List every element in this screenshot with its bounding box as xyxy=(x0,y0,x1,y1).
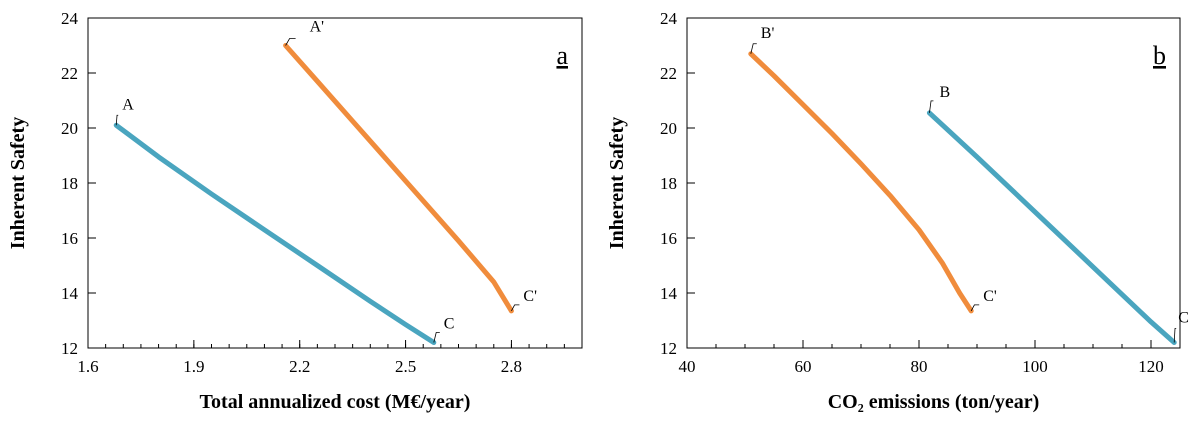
data-point xyxy=(157,156,160,158)
data-point xyxy=(1092,266,1094,268)
point-label: C xyxy=(444,316,455,333)
chart-panel-a: 1.6 1.9 2.2 2.5 2.8 12 14 16 18 20 22 24 Total annua… xyxy=(7,9,583,413)
point-label: A xyxy=(122,96,134,113)
y-tick-label: 12 xyxy=(61,339,78,358)
point-label: C' xyxy=(523,288,537,305)
data-point xyxy=(860,162,862,165)
point-label: A' xyxy=(310,19,325,36)
data-point xyxy=(976,156,978,158)
data-point xyxy=(316,80,319,83)
panel-letter: b xyxy=(1153,41,1166,70)
y-tick-label: 22 xyxy=(660,64,677,83)
series-line-2 xyxy=(283,43,514,314)
x-tick-label: 1.9 xyxy=(183,357,204,376)
data-point xyxy=(941,261,943,264)
y-tick-label: 16 xyxy=(61,229,78,248)
x-tick-label: 80 xyxy=(911,357,928,376)
data-point xyxy=(889,194,891,197)
point-label: B' xyxy=(761,25,775,42)
data-point xyxy=(1150,321,1152,323)
data-point xyxy=(387,160,389,162)
y-tick-label: 22 xyxy=(61,64,78,83)
point-label: C' xyxy=(983,288,997,305)
y-tick-label: 18 xyxy=(660,174,677,193)
point-label-leader xyxy=(970,304,980,312)
chart-panel-b: 40 60 80 100 120 12 14 16 18 20 22 24 CO₂ emissions … xyxy=(606,9,1189,413)
panel-letter: a xyxy=(556,41,568,70)
x-tick-label: 100 xyxy=(1022,357,1048,376)
data-point xyxy=(773,74,775,77)
data-point xyxy=(831,132,833,135)
plot-area-frame xyxy=(686,17,1181,349)
series-line-1 xyxy=(113,122,437,345)
y-tick-label: 14 xyxy=(61,284,79,303)
x-tick-label: 1.6 xyxy=(77,357,98,376)
x-tick-label: 40 xyxy=(679,357,696,376)
y-axis-title: Inherent Safety xyxy=(606,117,628,249)
data-point xyxy=(457,239,460,242)
series-line-1 xyxy=(926,110,1177,345)
data-point xyxy=(263,228,266,231)
y-tick-label: 24 xyxy=(660,9,678,28)
point-label-leader xyxy=(115,114,119,126)
data-point xyxy=(918,228,920,231)
data-point xyxy=(492,281,495,283)
point-label: C xyxy=(1178,310,1189,327)
point-label-leader xyxy=(1173,328,1177,343)
x-tick-label: 60 xyxy=(795,357,812,376)
data-point xyxy=(802,103,804,106)
point-label-leader xyxy=(511,304,520,312)
x-tick-label: 120 xyxy=(1138,357,1164,376)
y-tick-label: 20 xyxy=(61,119,78,138)
data-point xyxy=(369,300,372,303)
point-label-leader xyxy=(929,100,934,113)
data-point xyxy=(316,264,319,267)
y-tick-label: 12 xyxy=(660,339,677,358)
y-tick-label: 20 xyxy=(660,119,677,138)
data-point xyxy=(422,200,425,202)
data-point xyxy=(404,323,407,326)
x-axis-title: Total annualized cost (M€/year) xyxy=(200,391,471,413)
x-tick-label: 2.5 xyxy=(395,357,416,376)
data-point xyxy=(210,193,213,195)
point-label-leader xyxy=(285,38,296,46)
data-point xyxy=(958,292,961,294)
plot-area-frame xyxy=(87,17,583,349)
point-label-leader xyxy=(433,332,440,343)
y-tick-label: 24 xyxy=(61,9,79,28)
x-axis-title: CO₂ emissions (ton/year) xyxy=(828,391,1040,413)
y-tick-label: 16 xyxy=(660,229,677,248)
x-tick-label: 2.8 xyxy=(501,357,522,376)
y-tick-label: 18 xyxy=(61,174,78,193)
point-label-leader xyxy=(750,43,757,54)
data-point xyxy=(351,120,354,122)
x-tick-label: 2.2 xyxy=(289,357,310,376)
y-tick-label: 14 xyxy=(660,284,678,303)
series-line-2 xyxy=(748,51,974,314)
y-axis-title: Inherent Safety xyxy=(7,117,29,249)
point-label: B xyxy=(939,84,950,101)
data-point xyxy=(1034,211,1036,213)
